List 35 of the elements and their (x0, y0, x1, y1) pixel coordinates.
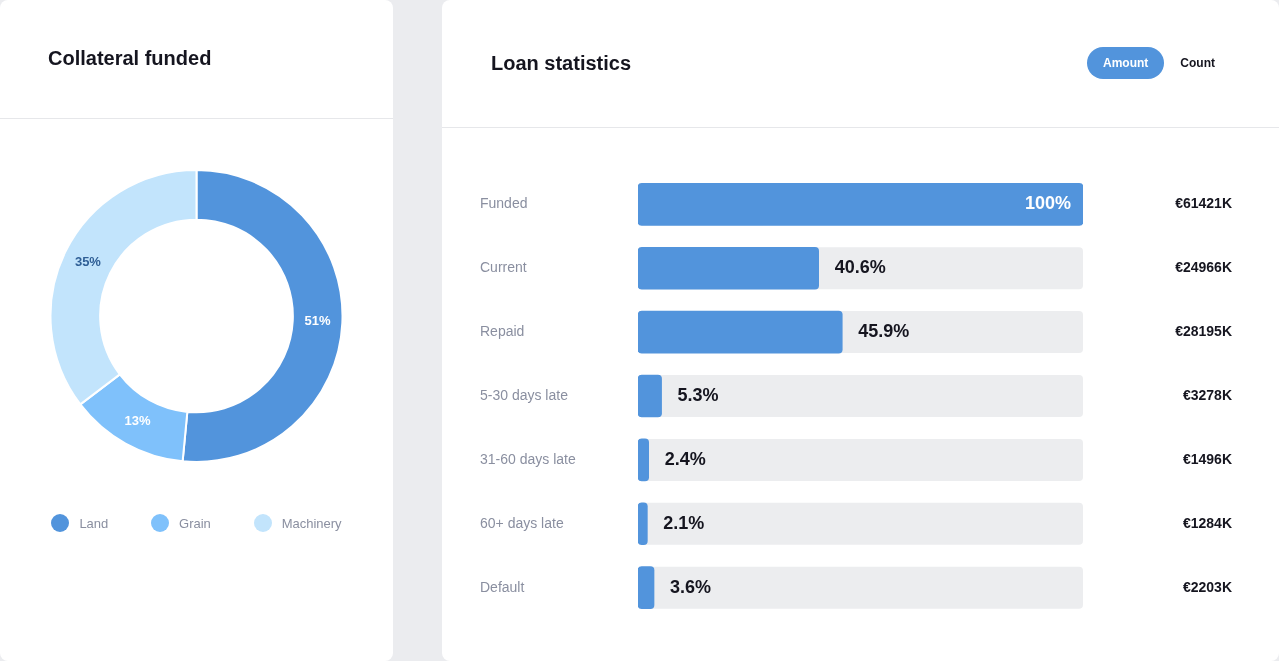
y-tick-label: 60+ days late (480, 514, 564, 531)
bar (638, 566, 655, 609)
bar (638, 438, 650, 482)
text: Count (1179, 55, 1216, 72)
chart-title: Collateral funded (48, 47, 212, 70)
data-label: 5.3% (677, 384, 719, 405)
data-label: 45.9% (858, 321, 910, 342)
text: €61421K (1175, 195, 1232, 212)
data-label: 2.4% (664, 448, 706, 469)
legend-label: Land (79, 515, 109, 531)
legend-label: Grain (179, 515, 211, 531)
text: €1496K (1182, 450, 1232, 467)
y-tick-label: Funded (480, 195, 528, 212)
data-label: 2.1% (663, 512, 705, 533)
data-label: 51% (304, 313, 331, 329)
data-label: 13% (124, 413, 152, 429)
text: €3278K (1182, 386, 1232, 403)
text: €1284K (1182, 514, 1232, 531)
y-tick-label: Repaid (480, 322, 525, 339)
text: €28195K (1175, 322, 1232, 339)
text: €24966K (1175, 259, 1232, 276)
bar (638, 502, 648, 546)
y-tick-label: Current (480, 259, 527, 276)
text: €2203K (1182, 578, 1232, 595)
bar (638, 374, 662, 418)
data-label: 35% (74, 253, 102, 269)
y-tick-label: 5-30 days late (480, 386, 569, 403)
data-label: 3.6% (670, 576, 712, 597)
data-label: 100% (1024, 193, 1071, 214)
y-tick-label: 31-60 days late (480, 450, 576, 467)
y-tick-label: Default (480, 578, 525, 595)
legend-label: Machinery (281, 515, 342, 531)
chart-title: Loan statistics (491, 52, 632, 75)
text: Amount (1087, 47, 1165, 79)
data-label: 40.6% (834, 257, 886, 278)
